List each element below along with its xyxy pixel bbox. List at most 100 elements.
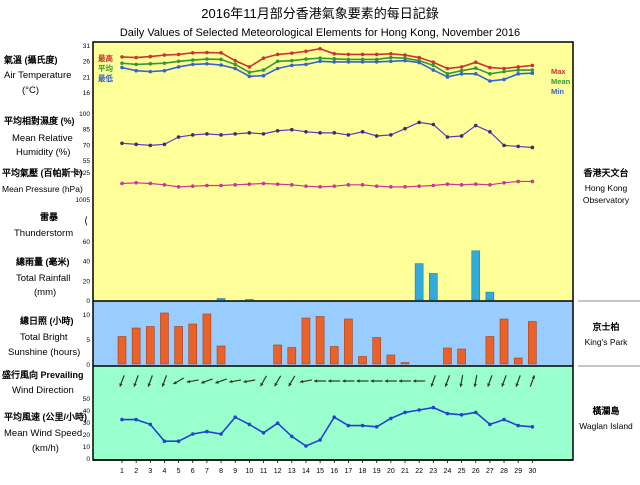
sunshine-bar [189, 324, 197, 364]
humidity-label-en-1: Mean Relative [12, 133, 73, 144]
wind-speed-point [205, 430, 209, 434]
wind-speed-point [219, 432, 223, 436]
temperature-mean-point [446, 72, 450, 76]
wind-speed-point [318, 438, 322, 442]
rainfall-bar [415, 264, 423, 300]
humidity-point [262, 132, 266, 136]
sunshine-bar [288, 348, 296, 365]
pressure-point [276, 182, 280, 186]
hko-label-zh: 香港天文台 [582, 167, 628, 178]
wind-speed-point [191, 432, 195, 436]
wind-speed-tick-label: 20 [83, 432, 91, 439]
temperature-max-point [531, 64, 535, 68]
humidity-point [120, 141, 124, 145]
humidity-point [502, 144, 506, 148]
sunshine-bar [330, 347, 338, 365]
temperature-mean-point [276, 59, 280, 63]
pressure-point [516, 180, 520, 184]
temperature-mean-point [248, 70, 252, 74]
temperature-tick-label: 21 [83, 74, 91, 81]
pressure-point [474, 182, 478, 186]
wind-speed-tick-label: 10 [83, 444, 91, 451]
sunshine-label-en-1: Total Bright [20, 332, 68, 343]
rainfall-label-en-2: (mm) [34, 287, 56, 298]
x-tick-label: 16 [330, 468, 338, 475]
humidity-point [347, 133, 351, 137]
x-tick-label: 23 [429, 468, 437, 475]
wind-speed-point [432, 406, 436, 410]
x-tick-label: 10 [245, 468, 253, 475]
legend-en-min: Min [551, 87, 564, 96]
sunshine-tick-label: 0 [86, 362, 90, 369]
humidity-label-zh: 平均相對濕度 (%) [4, 115, 75, 126]
wind-speed-point [304, 444, 308, 448]
humidity-point [460, 134, 464, 138]
temperature-min-point [120, 66, 124, 70]
sunshine-bar [146, 327, 154, 365]
temperature-max-point [149, 55, 153, 59]
pressure-point [460, 183, 464, 187]
x-tick-label: 21 [401, 468, 409, 475]
x-tick-label: 12 [274, 468, 282, 475]
rainfall-tick-label: 60 [83, 239, 91, 246]
sunshine-tick-label: 10 [83, 312, 91, 319]
sunshine-bar [217, 346, 225, 364]
sunshine-bar [458, 349, 466, 364]
temperature-mean-point [516, 68, 520, 72]
pressure-point [531, 180, 535, 184]
rainfall-tick-label: 20 [83, 278, 91, 285]
pressure-tick-label: 1005 [76, 197, 91, 204]
temperature-mean-point [233, 63, 237, 67]
temperature-min-point [248, 75, 252, 79]
temperature-min-point [347, 60, 351, 64]
humidity-point [248, 131, 252, 135]
pressure-point [502, 181, 506, 185]
temperature-max-point [488, 66, 492, 70]
temperature-mean-point [290, 59, 294, 63]
temperature-min-point [446, 75, 450, 79]
temperature-tick-label: 16 [83, 90, 91, 97]
humidity-point [403, 127, 407, 131]
temperature-min-point [361, 60, 365, 64]
humidity-point [417, 121, 421, 125]
rainfall-tick-label: 40 [83, 259, 91, 266]
pressure-label-en: Mean Pressure (hPa) [2, 184, 83, 194]
legend-zh-min: 最低 [98, 73, 113, 83]
temperature-max-point [205, 51, 209, 55]
temperature-max-point [417, 56, 421, 60]
rainfall-bar [217, 299, 225, 300]
temperature-max-point [389, 52, 393, 56]
wind-speed-point [488, 423, 492, 427]
hko-label-en-1: Hong Kong [585, 183, 628, 193]
wind-dir-label-zh: 盛行風向 Prevailing [2, 369, 84, 380]
thunderstorm-icon: ⟨ [84, 216, 88, 227]
temperature-max-point [163, 53, 167, 57]
humidity-point [361, 130, 365, 134]
temperature-min-point [516, 72, 520, 76]
temperature-label-en-2: (°C) [22, 85, 39, 96]
pressure-point [375, 184, 379, 188]
wind-speed-point [120, 418, 124, 422]
temperature-max-point [290, 51, 294, 55]
temperature-min-point [233, 67, 237, 71]
temperature-max-point [191, 51, 195, 55]
rainfall-label-zh: 總雨量 (毫米) [16, 256, 70, 267]
x-tick-label: 14 [302, 468, 310, 475]
pressure-point [191, 184, 195, 188]
humidity-point [389, 133, 393, 137]
temperature-max-point [262, 56, 266, 60]
temperature-min-point [375, 60, 379, 64]
temperature-min-point [304, 63, 308, 67]
temperature-min-point [262, 74, 266, 78]
x-tick-label: 3 [148, 468, 152, 475]
temperature-mean-point [219, 58, 223, 62]
pressure-point [120, 182, 124, 186]
temperature-min-point [219, 63, 223, 67]
humidity-point [318, 131, 322, 135]
wind-speed-point [375, 425, 379, 429]
temperature-mean-point [389, 56, 393, 60]
temperature-max-point [446, 67, 450, 71]
temperature-max-point [248, 65, 252, 69]
wind-speed-point [446, 412, 450, 416]
